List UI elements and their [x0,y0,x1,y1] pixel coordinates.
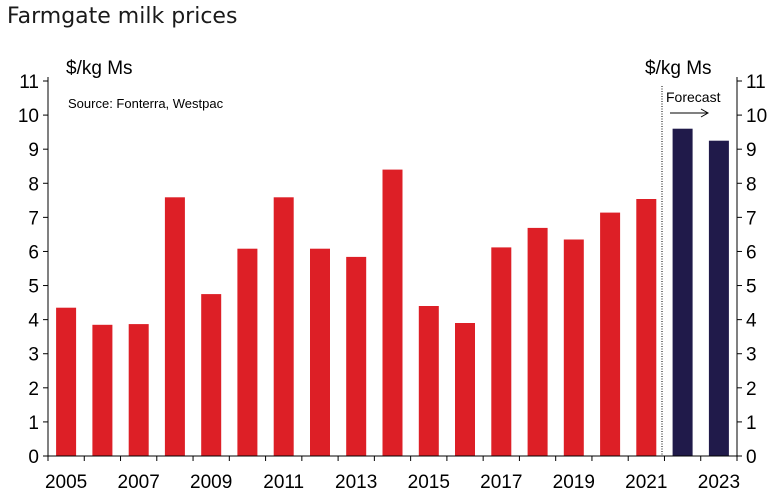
y-tick-label-left-9: 9 [28,140,39,161]
y-tick-label-left-8: 8 [28,174,39,195]
bar-2005 [56,307,77,456]
bar-2017 [491,247,512,456]
y-tick-label-left-11: 11 [19,72,39,93]
y-tick-label-right-10: 10 [746,106,767,127]
x-tick-label-2021: 2021 [625,472,667,493]
y-tick-label-right-6: 6 [746,242,757,263]
bar-2012 [310,248,330,456]
bar-2016 [455,323,475,456]
bars-group [56,128,729,457]
y-tick-label-right-2: 2 [746,379,757,400]
x-tick-label-2011: 2011 [263,472,304,493]
y-axis-label-right: $/kg Ms [645,58,712,79]
y-tick-label-right-3: 3 [746,345,757,366]
y-axis-label-left: $/kg Ms [66,58,133,79]
y-tick-label-left-7: 7 [28,208,39,229]
y-tick-label-left-10: 10 [18,106,39,127]
y-tick-label-right-7: 7 [746,208,757,229]
y-tick-label-left-0: 0 [28,447,39,468]
y-tick-label-left-5: 5 [28,277,39,298]
y-tick-label-left-6: 6 [28,242,39,263]
bar-2008 [164,197,185,457]
y-tick-label-left-3: 3 [28,345,39,366]
x-tick-label-2019: 2019 [553,472,595,493]
bar-2010 [237,248,258,456]
bar-2020 [600,212,621,456]
x-tick-label-2007: 2007 [118,472,160,493]
y-tick-label-right-0: 0 [746,447,757,468]
bar-2006 [92,324,113,457]
y-tick-label-left-1: 1 [28,413,39,434]
y-tick-label-right-9: 9 [746,140,757,161]
y-tick-label-left-4: 4 [28,311,39,332]
bar-2019 [563,239,584,456]
y-tick-label-left-2: 2 [28,379,39,400]
y-tick-label-right-5: 5 [746,277,757,298]
bar-2023 [708,140,729,456]
x-tick-label-2017: 2017 [480,472,522,493]
y-tick-label-right-4: 4 [746,311,757,332]
y-tick-label-right-8: 8 [746,174,757,195]
source-note: Source: Fonterra, Westpac [68,96,224,111]
bar-2014 [382,169,403,456]
bar-2022 [672,128,693,456]
bar-2007 [128,324,149,456]
bar-2009 [201,294,222,456]
x-tick-label-2009: 2009 [190,472,232,493]
bar-2013 [346,256,367,456]
x-tick-label-2013: 2013 [335,472,377,493]
x-tick-label-2023: 2023 [698,472,740,493]
bar-2015 [418,306,439,456]
forecast-arrow [670,108,710,118]
bar-2011 [273,197,294,457]
x-tick-label-2005: 2005 [45,472,87,493]
y-tick-label-right-11: 11 [746,72,766,93]
bar-2018 [527,227,548,456]
forecast-label: Forecast [666,89,721,105]
x-tick-label-2015: 2015 [408,472,450,493]
bar-2021 [636,199,657,456]
y-tick-label-right-1: 1 [746,413,757,434]
chart-title: Farmgate milk prices [7,4,238,29]
